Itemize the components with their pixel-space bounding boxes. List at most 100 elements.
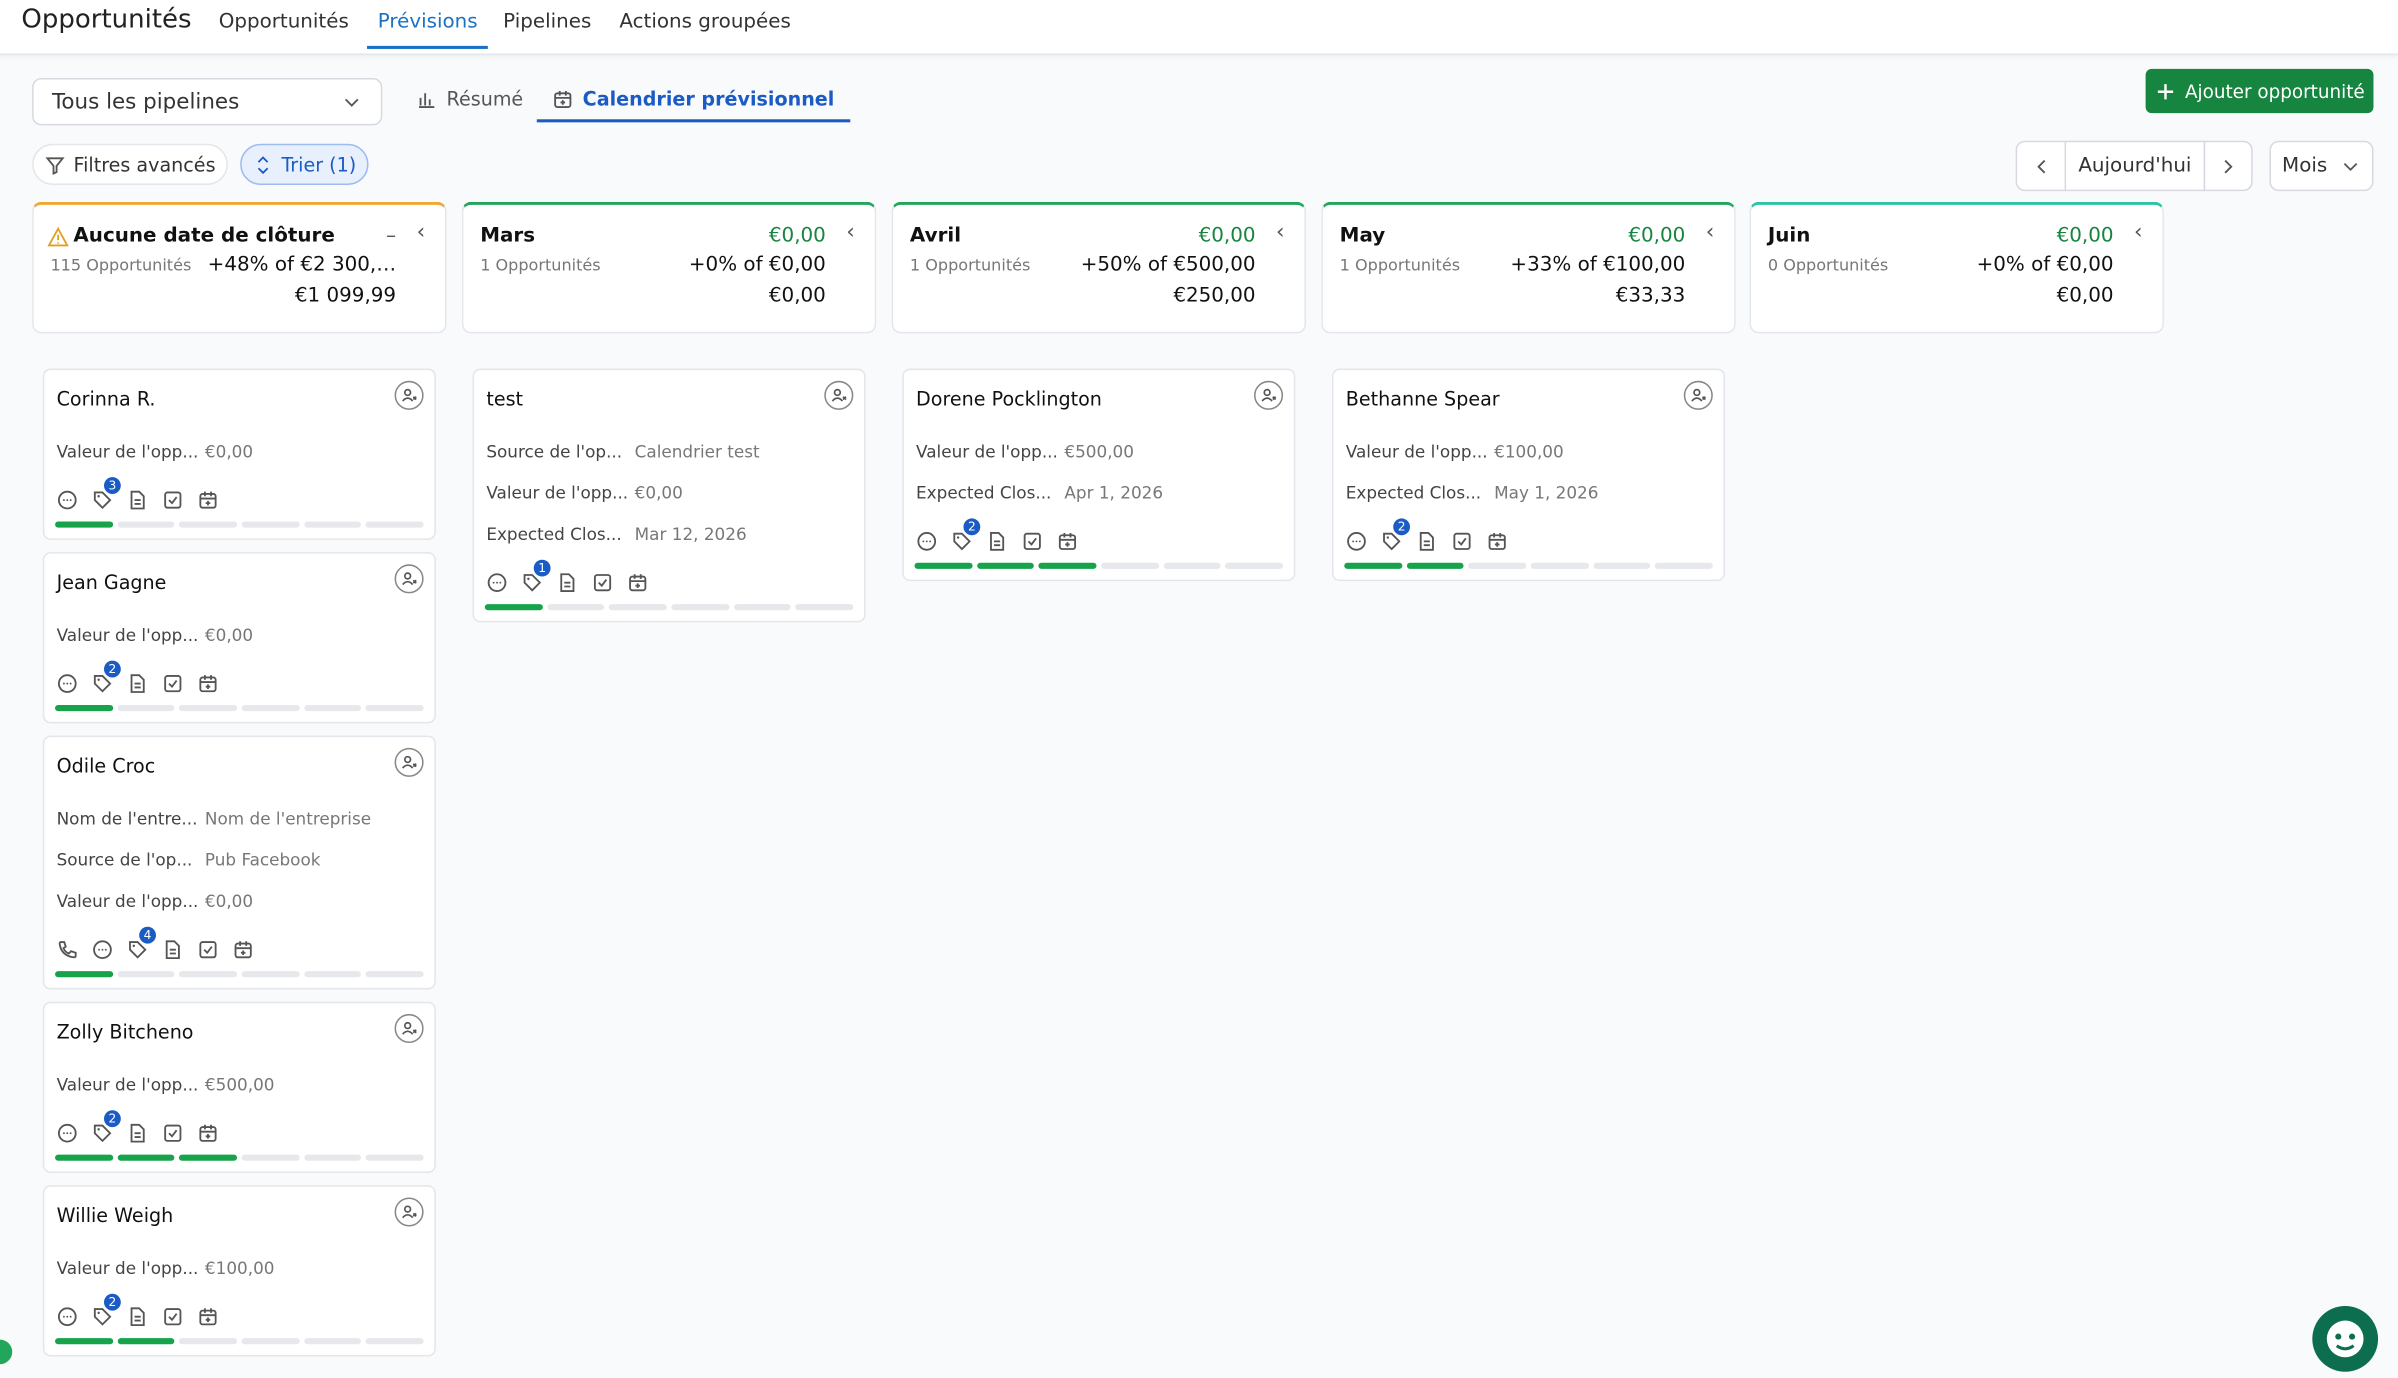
cal-icon[interactable] bbox=[197, 489, 218, 510]
action-task[interactable] bbox=[1451, 529, 1472, 550]
sort-icon[interactable] bbox=[252, 154, 273, 175]
filter-icon[interactable] bbox=[44, 154, 65, 175]
task-icon[interactable] bbox=[197, 939, 218, 960]
task-icon[interactable] bbox=[1451, 531, 1472, 552]
action-cal[interactable] bbox=[197, 1121, 218, 1142]
cal-icon[interactable] bbox=[627, 572, 648, 593]
assign-button[interactable] bbox=[394, 1013, 424, 1043]
user-icon[interactable] bbox=[399, 1019, 419, 1039]
tag-icon[interactable] bbox=[1381, 531, 1402, 552]
note-icon[interactable] bbox=[127, 489, 148, 510]
chevron-right[interactable] bbox=[2217, 155, 2238, 176]
cal-icon[interactable] bbox=[197, 673, 218, 694]
collapse-button[interactable]: ‹ bbox=[2133, 220, 2143, 245]
note-icon[interactable] bbox=[127, 1123, 148, 1144]
action-task[interactable] bbox=[162, 488, 183, 509]
cal-icon[interactable] bbox=[1486, 531, 1507, 552]
user-icon[interactable] bbox=[1259, 385, 1279, 405]
collapse-button[interactable]: ‹ bbox=[1705, 220, 1715, 245]
dropdown-arrow[interactable] bbox=[2339, 155, 2360, 176]
cal-icon[interactable] bbox=[197, 1123, 218, 1144]
chat-icon[interactable] bbox=[57, 1306, 78, 1327]
action-cal[interactable] bbox=[197, 671, 218, 694]
next-button[interactable] bbox=[2203, 140, 2253, 192]
assign-button[interactable] bbox=[394, 747, 424, 777]
dropdown-arrow[interactable] bbox=[341, 91, 362, 112]
action-task[interactable] bbox=[162, 671, 183, 694]
action-note[interactable] bbox=[127, 1121, 148, 1144]
action-chat[interactable] bbox=[1346, 529, 1367, 551]
task-icon[interactable] bbox=[162, 1306, 183, 1327]
tag-icon[interactable] bbox=[92, 1306, 113, 1327]
today-button[interactable]: Aujourd'hui bbox=[2064, 140, 2206, 192]
action-tag[interactable]: 1 bbox=[521, 559, 551, 592]
chat-icon[interactable] bbox=[57, 1123, 78, 1144]
action-note[interactable] bbox=[127, 671, 148, 694]
assign-button[interactable] bbox=[824, 380, 854, 410]
note-icon[interactable] bbox=[127, 673, 148, 694]
task-icon[interactable] bbox=[162, 673, 183, 694]
chat-icon[interactable] bbox=[57, 673, 78, 694]
action-tag[interactable]: 2 bbox=[92, 660, 121, 693]
action-tag[interactable]: 2 bbox=[92, 1110, 121, 1143]
action-chat[interactable] bbox=[916, 529, 937, 551]
note-icon[interactable] bbox=[986, 531, 1007, 552]
period-select[interactable]: Mois bbox=[2269, 140, 2374, 192]
task-icon[interactable] bbox=[162, 1123, 183, 1144]
task-icon[interactable] bbox=[592, 572, 613, 593]
view-tab[interactable]: Résumé bbox=[401, 87, 539, 119]
action-cal[interactable] bbox=[197, 488, 218, 509]
task-icon[interactable] bbox=[1022, 531, 1043, 552]
action-note[interactable] bbox=[1416, 529, 1437, 551]
note-icon[interactable] bbox=[557, 572, 578, 593]
view-icon[interactable] bbox=[416, 88, 437, 109]
opportunity-card[interactable]: Bethanne Spear Valeur de l'opp... €100,00 E… bbox=[1332, 368, 1726, 582]
assign-button[interactable] bbox=[394, 564, 424, 594]
warning-icon[interactable] bbox=[47, 226, 69, 247]
chat-icon[interactable] bbox=[486, 572, 507, 593]
action-note[interactable] bbox=[162, 937, 183, 960]
tag-icon[interactable] bbox=[127, 939, 148, 960]
opportunity-card[interactable]: Jean Gagne Valeur de l'opp... €0,00 2 bbox=[42, 552, 436, 724]
sort-button[interactable]: Trier (1) bbox=[240, 143, 369, 186]
action-tag[interactable]: 4 bbox=[127, 926, 156, 960]
chat-launcher[interactable] bbox=[2312, 1306, 2379, 1372]
opportunity-card[interactable]: Zolly Bitcheno Valeur de l'opp... €500,00 2 bbox=[42, 1001, 436, 1173]
action-chat[interactable] bbox=[57, 488, 78, 510]
tag-icon[interactable] bbox=[92, 489, 113, 510]
note-icon[interactable] bbox=[127, 1306, 148, 1327]
action-task[interactable] bbox=[162, 1121, 183, 1142]
action-tag[interactable]: 3 bbox=[92, 477, 121, 510]
assign-button[interactable] bbox=[1683, 380, 1713, 410]
collapse-button[interactable]: ‹ bbox=[846, 220, 855, 245]
action-task[interactable] bbox=[162, 1304, 183, 1327]
opportunity-card[interactable]: Dorene Pocklington Valeur de l'opp... €500… bbox=[902, 368, 1296, 582]
view-tab[interactable]: Calendrier prévisionnel bbox=[536, 87, 850, 123]
cal-icon[interactable] bbox=[232, 939, 253, 960]
chevron-left[interactable] bbox=[2030, 155, 2051, 176]
collapse-button[interactable]: ‹ bbox=[1276, 220, 1285, 245]
user-icon[interactable] bbox=[829, 385, 849, 405]
view-icon[interactable] bbox=[552, 88, 573, 109]
assign-button[interactable] bbox=[1254, 380, 1284, 410]
action-task[interactable] bbox=[1022, 529, 1043, 550]
opportunity-card[interactable]: Willie Weigh Valeur de l'opp... €100,00 2 bbox=[42, 1185, 436, 1357]
assign-button[interactable] bbox=[394, 380, 424, 410]
cal-icon[interactable] bbox=[1057, 531, 1078, 552]
action-task[interactable] bbox=[592, 570, 613, 593]
action-note[interactable] bbox=[986, 529, 1007, 552]
call-icon[interactable] bbox=[57, 939, 78, 960]
plus-icon[interactable] bbox=[2154, 80, 2175, 101]
action-task[interactable] bbox=[197, 937, 218, 960]
user-icon[interactable] bbox=[1688, 385, 1708, 405]
opportunity-card[interactable]: test Source de l'op... Calendrier test Vale… bbox=[472, 368, 866, 623]
action-chat[interactable] bbox=[57, 1121, 78, 1144]
user-icon[interactable] bbox=[399, 1202, 419, 1222]
action-cal[interactable] bbox=[1486, 529, 1507, 550]
chat-icon[interactable] bbox=[92, 939, 113, 960]
action-cal[interactable] bbox=[197, 1304, 218, 1326]
nav-tab[interactable]: Actions groupées bbox=[619, 10, 791, 34]
action-note[interactable] bbox=[127, 488, 148, 510]
action-tag[interactable]: 2 bbox=[92, 1293, 121, 1327]
action-chat[interactable] bbox=[57, 671, 78, 694]
